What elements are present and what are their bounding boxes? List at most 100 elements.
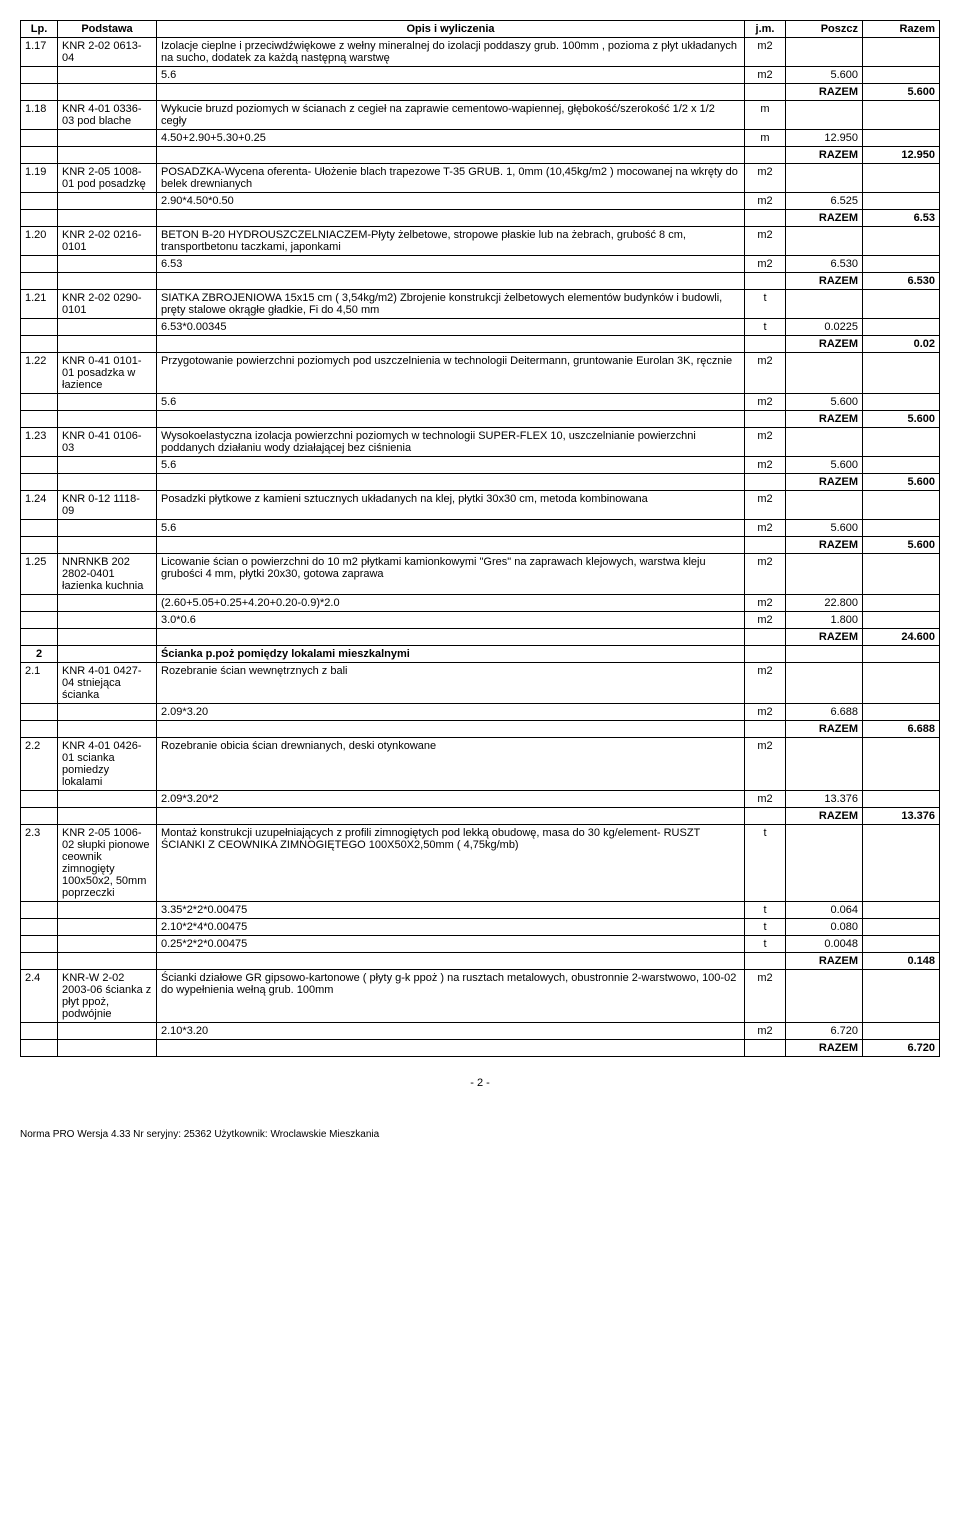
- table-row: RAZEM6.720: [21, 1040, 940, 1057]
- cell-opis: Rozebranie ścian wewnętrznych z bali: [157, 663, 745, 704]
- table-row: (2.60+5.05+0.25+4.20+0.20-0.9)*2.0m222.8…: [21, 595, 940, 612]
- summary-label: RAZEM: [786, 411, 863, 428]
- cell-poszcz: 5.600: [786, 394, 863, 411]
- table-row: 2.10*2*4*0.00475t0.080: [21, 919, 940, 936]
- cell-podstawa: [58, 193, 157, 210]
- cell-podstawa: [58, 457, 157, 474]
- cell-razem: [863, 193, 940, 210]
- cell-lp: 1.21: [21, 290, 58, 319]
- cell-jm: m2: [745, 394, 786, 411]
- table-row: 1.20KNR 2-02 0216-0101BETON B-20 HYDROUS…: [21, 227, 940, 256]
- cell-opis: 0.25*2*2*0.00475: [157, 936, 745, 953]
- table-row: RAZEM5.600: [21, 474, 940, 491]
- cell-opis: 3.0*0.6: [157, 612, 745, 629]
- table-row: 2.2KNR 4-01 0426-01 scianka pomiedzy lok…: [21, 738, 940, 791]
- cell-lp: [21, 791, 58, 808]
- summary-label: RAZEM: [786, 273, 863, 290]
- cell-opis: 2.09*3.20*2: [157, 791, 745, 808]
- cell-lp: 1.18: [21, 101, 58, 130]
- table-row: RAZEM12.950: [21, 147, 940, 164]
- cell-poszcz: 6.530: [786, 256, 863, 273]
- cell-podstawa: KNR 0-12 1118-09: [58, 491, 157, 520]
- summary-value: 6.720: [863, 1040, 940, 1057]
- cell-lp: 2.4: [21, 970, 58, 1023]
- cell-jm: m2: [745, 227, 786, 256]
- cell-lp: [21, 919, 58, 936]
- cell-lp: [21, 319, 58, 336]
- cell-podstawa: KNR 4-01 0336-03 pod blache: [58, 101, 157, 130]
- cell-jm: m2: [745, 520, 786, 537]
- table-row: RAZEM5.600: [21, 537, 940, 554]
- cell-jm: m2: [745, 595, 786, 612]
- summary-value: 6.530: [863, 273, 940, 290]
- table-body: 1.17KNR 2-02 0613-04Izolacje cieplne i p…: [21, 38, 940, 1057]
- cell-opis: Montaż konstrukcji uzupełniających z pro…: [157, 825, 745, 902]
- cell-jm: m2: [745, 791, 786, 808]
- header-razem: Razem: [863, 21, 940, 38]
- cell-lp: 1.23: [21, 428, 58, 457]
- cell-razem: [863, 101, 940, 130]
- cell-razem: [863, 936, 940, 953]
- cell-razem: [863, 38, 940, 67]
- cell-razem: [863, 164, 940, 193]
- cell-lp: [21, 130, 58, 147]
- table-row: 2.4KNR-W 2-02 2003-06 ścianka z płyt ppo…: [21, 970, 940, 1023]
- cell-opis: Przygotowanie powierzchni poziomych pod …: [157, 353, 745, 394]
- cell-lp: [21, 612, 58, 629]
- cell-podstawa: [58, 612, 157, 629]
- cell-jm: m2: [745, 256, 786, 273]
- table-row: 2.09*3.20m26.688: [21, 704, 940, 721]
- cell-lp: 2.1: [21, 663, 58, 704]
- cell-podstawa: [58, 319, 157, 336]
- table-row: 5.6m25.600: [21, 394, 940, 411]
- summary-label: RAZEM: [786, 629, 863, 646]
- cell-lp: [21, 394, 58, 411]
- summary-label: RAZEM: [786, 953, 863, 970]
- table-row: 1.17KNR 2-02 0613-04Izolacje cieplne i p…: [21, 38, 940, 67]
- cell-razem: [863, 825, 940, 902]
- cell-poszcz: [786, 290, 863, 319]
- cell-opis: 3.35*2*2*0.00475: [157, 902, 745, 919]
- summary-value: 24.600: [863, 629, 940, 646]
- cell-razem: [863, 428, 940, 457]
- table-row: 2.90*4.50*0.50m26.525: [21, 193, 940, 210]
- cell-lp: [21, 936, 58, 953]
- cell-opis: POSADZKA-Wycena oferenta- Ułożenie blach…: [157, 164, 745, 193]
- cell-opis: 6.53*0.00345: [157, 319, 745, 336]
- cell-poszcz: [786, 428, 863, 457]
- cell-poszcz: [786, 491, 863, 520]
- summary-value: 5.600: [863, 411, 940, 428]
- table-row: 1.24KNR 0-12 1118-09Posadzki płytkowe z …: [21, 491, 940, 520]
- cell-lp: 1.22: [21, 353, 58, 394]
- cell-poszcz: [786, 663, 863, 704]
- cell-lp: 1.25: [21, 554, 58, 595]
- header-row: Lp. Podstawa Opis i wyliczenia j.m. Posz…: [21, 21, 940, 38]
- cell-podstawa: [58, 936, 157, 953]
- cell-razem: [863, 290, 940, 319]
- table-row: 1.23KNR 0-41 0106-03Wysokoelastyczna izo…: [21, 428, 940, 457]
- cell-jm: m2: [745, 663, 786, 704]
- cell-lp: [21, 457, 58, 474]
- cell-jm: m2: [745, 457, 786, 474]
- summary-value: 0.02: [863, 336, 940, 353]
- cell-razem: [863, 738, 940, 791]
- cell-opis: SIATKA ZBROJENIOWA 15x15 cm ( 3,54kg/m2)…: [157, 290, 745, 319]
- cell-opis: Wykucie bruzd poziomych w ścianach z ceg…: [157, 101, 745, 130]
- summary-label: RAZEM: [786, 147, 863, 164]
- cell-poszcz: 0.080: [786, 919, 863, 936]
- cell-razem: [863, 919, 940, 936]
- cell-jm: m2: [745, 428, 786, 457]
- table-row: RAZEM13.376: [21, 808, 940, 825]
- table-row: 2.09*3.20*2m213.376: [21, 791, 940, 808]
- cell-razem: [863, 554, 940, 595]
- cell-lp: 1.19: [21, 164, 58, 193]
- summary-value: 0.148: [863, 953, 940, 970]
- cell-razem: [863, 457, 940, 474]
- cell-podstawa: [58, 704, 157, 721]
- cell-razem: [863, 1023, 940, 1040]
- cell-podstawa: [58, 67, 157, 84]
- cell-opis: 5.6: [157, 520, 745, 537]
- cell-poszcz: [786, 353, 863, 394]
- cell-podstawa: KNR 2-02 0613-04: [58, 38, 157, 67]
- cell-poszcz: 0.0225: [786, 319, 863, 336]
